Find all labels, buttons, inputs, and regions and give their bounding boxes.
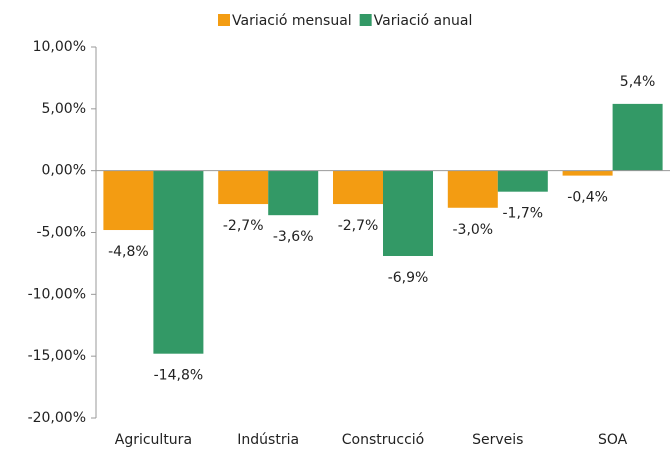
value-label: -2,7% [338,218,379,234]
y-tick-label: -20,00% [28,410,86,426]
x-tick-label: Indústria [237,432,299,448]
y-tick-label: 5,00% [42,101,86,117]
x-tick-label: Construcció [342,432,424,448]
bar [218,170,269,205]
value-label: -6,9% [388,270,429,286]
value-label: -1,7% [502,206,543,222]
x-tick-label: Agricultura [115,432,192,448]
bar [103,170,154,231]
value-label: 5,4% [620,74,656,90]
bar [447,170,498,208]
x-tick-label: SOA [598,432,628,448]
bar [497,170,548,192]
legend-swatch [218,14,230,26]
bar [268,170,319,216]
bar [383,170,433,256]
y-tick-label: -10,00% [28,286,86,302]
legend-swatch [359,14,372,26]
value-label: -0,4% [567,190,608,206]
legend-label: Variació anual [374,13,473,29]
bar [612,103,663,171]
value-label: -14,8% [154,368,204,384]
legend-label: Variació mensual [232,13,352,29]
value-label: -3,6% [273,229,314,245]
value-label: -2,7% [223,218,264,234]
y-tick-label: -5,00% [36,225,86,241]
y-tick-label: -15,00% [28,348,86,364]
x-tick-label: Serveis [472,432,523,448]
y-tick-label: 10,00% [33,39,86,55]
bar [562,170,613,176]
value-label: -4,8% [108,244,149,260]
bar [333,170,383,205]
bar [153,170,204,354]
y-tick-label: 0,00% [42,163,86,179]
value-label: -3,0% [452,222,493,238]
